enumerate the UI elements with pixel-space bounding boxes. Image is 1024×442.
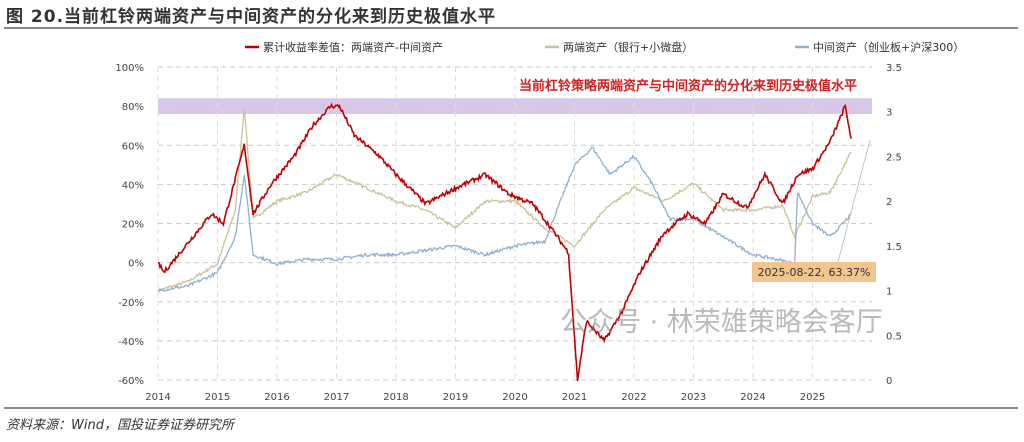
right-tick-label: 0.5 — [886, 331, 902, 342]
x-tick-label: 2014 — [145, 392, 170, 403]
x-tick-label: 2015 — [205, 392, 230, 403]
source-divider — [4, 407, 1018, 409]
right-tick-label: 3 — [886, 108, 892, 119]
left-tick-label: 0% — [128, 259, 144, 270]
x-tick-label: 2019 — [443, 392, 468, 403]
right-tick-label: 1 — [886, 287, 892, 298]
callout-box — [752, 262, 876, 282]
x-tick-label: 2018 — [383, 392, 408, 403]
left-tick-label: 60% — [122, 141, 144, 152]
callout-label: 2025-08-22, 63.37% — [758, 266, 871, 279]
x-tick-label: 2022 — [621, 392, 646, 403]
series-line-1 — [157, 108, 852, 294]
watermark: 公众号 · 林荣雄策略会客厅 — [560, 307, 883, 338]
x-tick-label: 2023 — [681, 392, 706, 403]
x-tick-label: 2021 — [562, 392, 587, 403]
left-tick-label: -40% — [118, 337, 144, 348]
series-line-2 — [157, 146, 852, 293]
left-tick-label: 100% — [115, 63, 144, 74]
left-tick-label: -20% — [118, 298, 144, 309]
left-tick-label: 20% — [122, 220, 144, 231]
right-tick-label: 0 — [886, 376, 892, 387]
left-tick-label: -60% — [118, 376, 144, 387]
right-tick-label: 2.5 — [886, 152, 902, 163]
annotation-text: 当前杠铃策略两端资产与中间资产的分化来到历史极值水平 — [519, 78, 857, 94]
legend-label: 两端资产（银行+小微盘） — [563, 40, 693, 54]
x-tick-label: 2025 — [800, 392, 825, 403]
x-tick-label: 2020 — [502, 392, 527, 403]
x-tick-label: 2024 — [740, 392, 765, 403]
title-divider — [4, 27, 1018, 29]
figure-title: 图 20.当前杠铃两端资产与中间资产的分化来到历史极值水平 — [6, 7, 497, 27]
right-tick-label: 3.5 — [886, 63, 902, 74]
left-tick-label: 40% — [122, 180, 144, 191]
right-tick-label: 2 — [886, 197, 892, 208]
left-tick-label: 80% — [122, 102, 144, 113]
right-tick-label: 1.5 — [886, 242, 902, 253]
x-tick-label: 2017 — [324, 392, 349, 403]
x-tick-label: 2016 — [264, 392, 289, 403]
series-line-0 — [157, 102, 852, 382]
legend-label: 累计收益率差值：两端资产-中间资产 — [263, 40, 443, 54]
callout-leader — [837, 139, 871, 263]
legend-label: 中间资产（创业板+沪深300） — [813, 40, 964, 54]
source-note: 资料来源：Wind，国投证券证券研究所 — [6, 418, 234, 433]
